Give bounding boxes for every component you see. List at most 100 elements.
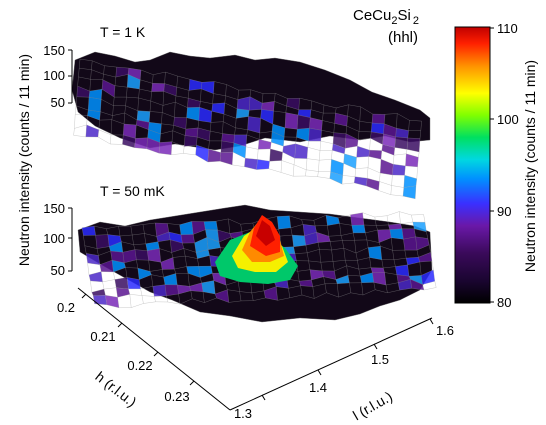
- surface-patch: [282, 143, 296, 159]
- l-ticklabel-1.6: 1.6: [436, 323, 454, 338]
- surface-patch: [107, 234, 122, 247]
- surface-patch: [95, 234, 110, 249]
- surface-patch: [309, 117, 323, 131]
- compound-label: CeCu2Si 2: [353, 7, 419, 27]
- surface-patch: [185, 127, 198, 138]
- surface-patch: [136, 120, 150, 130]
- surface-patch: [233, 142, 246, 159]
- surface-patch: [163, 273, 178, 285]
- surface-patch: [372, 114, 385, 124]
- surface-patch: [395, 264, 409, 277]
- surface-patch: [409, 275, 423, 285]
- h-ticklabel-0.23: 0.23: [164, 389, 189, 404]
- surface-patch: [269, 148, 283, 162]
- surface-patch: [179, 221, 194, 235]
- surface-patch: [205, 229, 219, 243]
- surface-patch: [274, 278, 289, 289]
- surface-patch: [299, 279, 313, 287]
- surface-patch: [123, 124, 137, 139]
- h-ticklabel-0.21: 0.21: [90, 329, 115, 344]
- surface-patch: [184, 135, 198, 147]
- surface-patch: [372, 272, 386, 285]
- h-ticklabel-0.22: 0.22: [127, 358, 152, 373]
- surface-patch: [415, 236, 430, 251]
- surface-patch: [366, 178, 380, 191]
- surface-patch: [297, 115, 311, 130]
- l-axis-label: l (r.l.u.): [350, 388, 395, 423]
- surface-patch: [333, 132, 346, 149]
- y-axis-label: Neutron intensity (counts / 11 min): [16, 54, 32, 266]
- surface-patch: [258, 139, 272, 150]
- surface-patch: [316, 232, 331, 243]
- surface-patch: [195, 145, 209, 162]
- surface-patch: [236, 108, 250, 119]
- surface-patch: [145, 241, 160, 251]
- l-tick-1.3: [261, 394, 266, 401]
- surface-patch: [244, 158, 258, 170]
- h-ticklabel-0.2: 0.2: [57, 300, 75, 315]
- surface-patch: [160, 257, 175, 270]
- surface-patch: [189, 79, 202, 91]
- surface-patch: [93, 295, 107, 305]
- surface-patch: [198, 107, 212, 123]
- surface-patch: [122, 135, 136, 148]
- surface-patch: [371, 267, 385, 273]
- h-tick-0.2: [81, 293, 87, 299]
- z-ticklabel-top-150: 150: [43, 43, 65, 58]
- surface-patch: [105, 295, 119, 308]
- peak-crest: [256, 220, 275, 246]
- panel-top-label: T = 1 K: [100, 24, 146, 40]
- surface-patch: [406, 257, 420, 265]
- surface-patch: [170, 239, 184, 253]
- surface-patch: [261, 101, 275, 111]
- surface-patch: [207, 149, 221, 162]
- surface-patch: [345, 133, 359, 149]
- surface-patch: [371, 123, 385, 134]
- surface-patch: [292, 235, 306, 247]
- peak: [215, 215, 298, 284]
- surface-patch: [403, 175, 417, 188]
- surface-patch: [165, 284, 179, 296]
- surface-patch: [135, 249, 149, 261]
- h-tick-0.21: [117, 322, 123, 328]
- surface-patch: [147, 248, 161, 263]
- surface-patch: [204, 221, 218, 230]
- surface-patch: [303, 224, 317, 236]
- l-ticklabel-1.3: 1.3: [234, 406, 252, 421]
- z-axis-bottom: 150 100 50: [43, 201, 73, 278]
- surface-patch: [412, 222, 427, 232]
- surface-patch: [237, 96, 250, 111]
- surface-patch: [198, 266, 213, 278]
- colorbar-ticklabel-110: 110: [497, 21, 518, 36]
- surface-patch: [398, 279, 412, 291]
- surface-bottom: [77, 204, 437, 323]
- h-tick-0.22: [153, 351, 159, 357]
- surface-patch: [392, 164, 406, 176]
- surface-patch: [217, 230, 232, 243]
- surface-patch: [196, 249, 210, 259]
- l-ticklabel-1.5: 1.5: [371, 352, 389, 367]
- surface-patch: [405, 153, 419, 167]
- surface-patch: [220, 140, 234, 153]
- surface-patch: [330, 159, 344, 176]
- colorbar-ticklabel-80: 80: [497, 295, 511, 310]
- surface-patch: [332, 143, 346, 154]
- surface-patch: [181, 234, 195, 244]
- z-ticklabel-top-100: 100: [43, 68, 65, 83]
- colorbar: 110 100 90 80 Neutron intensity (counts …: [454, 21, 538, 310]
- surface-patch: [194, 237, 209, 253]
- compound-sub1: 2: [391, 15, 397, 27]
- surface-patch: [260, 109, 274, 125]
- surface-patch: [381, 144, 395, 156]
- surface-patch: [395, 128, 409, 138]
- surface-patch: [134, 137, 148, 149]
- surface-patch: [151, 83, 165, 92]
- surface-patch: [264, 286, 278, 301]
- z-ticklabel-top-50: 50: [51, 95, 65, 110]
- surface-patch: [380, 159, 394, 175]
- surface-patch: [156, 232, 171, 242]
- surface-patch: [89, 89, 102, 100]
- surface-patch: [271, 131, 285, 147]
- surface-patch: [173, 117, 187, 130]
- surface-patch: [247, 116, 261, 133]
